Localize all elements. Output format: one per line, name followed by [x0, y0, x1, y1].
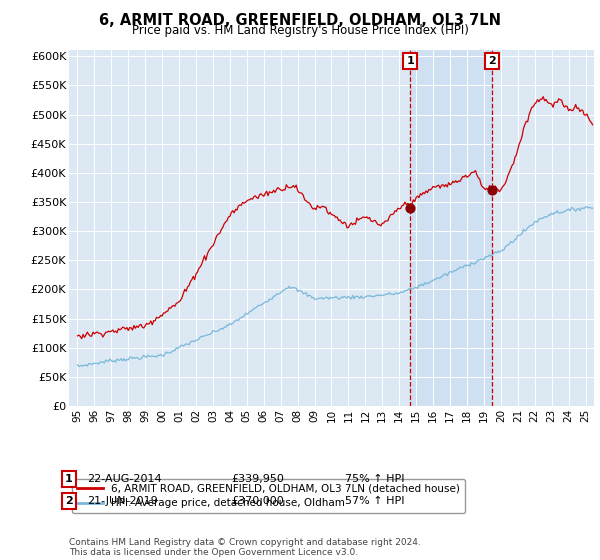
Text: £370,000: £370,000 [231, 496, 284, 506]
Text: 75% ↑ HPI: 75% ↑ HPI [345, 474, 404, 484]
Text: 1: 1 [406, 56, 414, 66]
Text: Price paid vs. HM Land Registry's House Price Index (HPI): Price paid vs. HM Land Registry's House … [131, 24, 469, 37]
Text: 2: 2 [65, 496, 73, 506]
Text: 22-AUG-2014: 22-AUG-2014 [87, 474, 161, 484]
Text: £339,950: £339,950 [231, 474, 284, 484]
Text: 57% ↑ HPI: 57% ↑ HPI [345, 496, 404, 506]
Text: 6, ARMIT ROAD, GREENFIELD, OLDHAM, OL3 7LN: 6, ARMIT ROAD, GREENFIELD, OLDHAM, OL3 7… [99, 13, 501, 28]
Bar [410, 50, 492, 406]
Point [487, 186, 497, 195]
Legend: 6, ARMIT ROAD, GREENFIELD, OLDHAM, OL3 7LN (detached house), HPI: Average price,: 6, ARMIT ROAD, GREENFIELD, OLDHAM, OL3 7… [71, 479, 465, 514]
Point [405, 203, 415, 212]
Text: Contains HM Land Registry data © Crown copyright and database right 2024.
This d: Contains HM Land Registry data © Crown c… [69, 538, 421, 557]
Text: 2: 2 [488, 56, 496, 66]
Text: 21-JUN-2019: 21-JUN-2019 [87, 496, 158, 506]
Text: 1: 1 [65, 474, 73, 484]
